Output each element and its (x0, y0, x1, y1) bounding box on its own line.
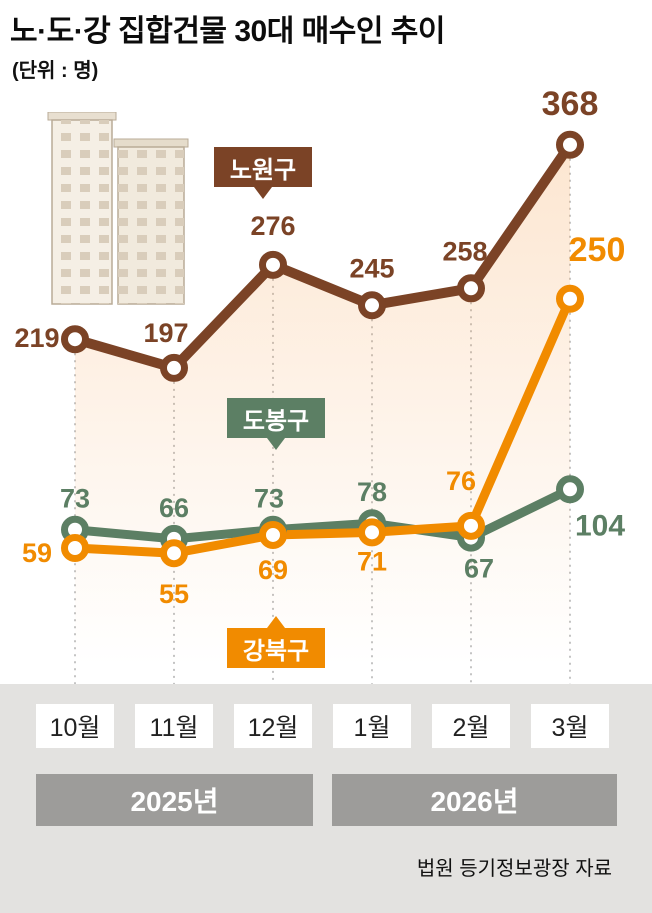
x-axis-label-5: 2월 (432, 704, 510, 748)
x-axis-panel: 10월 11월 12월 1월 2월 3월 2025년 2026년 법원 등기정보… (0, 684, 652, 913)
series-line-1 (70, 484, 575, 544)
series-callout-nowon: 노원구 (214, 147, 312, 199)
value-label: 245 (349, 253, 394, 283)
value-label: 250 (569, 231, 626, 269)
value-label: 276 (250, 211, 295, 241)
series-callout-label: 강북구 (242, 637, 310, 665)
unit-label: (단위 : 명) (12, 60, 99, 82)
data-point (259, 520, 287, 549)
series-line-2 (70, 294, 575, 558)
data-point (61, 534, 89, 563)
year-band-2025: 2025년 (36, 774, 313, 826)
data-point (358, 291, 386, 320)
value-label: 368 (542, 85, 599, 123)
series-callout-gangbuk: 강북구 (227, 616, 325, 668)
value-label: 197 (143, 318, 188, 348)
series-callout-label: 도봉구 (242, 407, 310, 435)
page-title: 노·도·강 집합건물 30대 매수인 추이 (10, 15, 446, 48)
value-label: 71 (357, 546, 387, 576)
callout-pointer-icon (267, 438, 285, 450)
x-axis-label-1: 10월 (36, 704, 114, 748)
x-axis-label-2: 11월 (135, 704, 213, 748)
data-point (160, 353, 188, 382)
data-point (457, 511, 485, 540)
data-point (556, 475, 584, 504)
value-label: 66 (159, 493, 189, 523)
value-label: 73 (254, 484, 284, 514)
series-callout-label: 노원구 (229, 156, 297, 184)
value-label: 55 (159, 579, 189, 609)
data-point (556, 284, 584, 313)
value-label: 104 (575, 509, 625, 542)
value-label: 67 (464, 554, 494, 584)
value-label: 69 (258, 555, 288, 585)
series-callout-dobong: 도봉구 (227, 398, 325, 450)
callout-pointer-icon (267, 616, 285, 628)
data-point (358, 518, 386, 547)
value-label: 78 (357, 477, 387, 507)
data-point (61, 325, 89, 354)
callout-pointer-icon (254, 187, 272, 199)
value-label: 258 (442, 236, 487, 266)
data-point (160, 539, 188, 568)
x-axis-label-6: 3월 (531, 704, 609, 748)
data-point (556, 130, 584, 159)
x-axis-label-3: 12월 (234, 704, 312, 748)
value-label: 219 (14, 323, 59, 353)
series-line-0 (70, 139, 575, 373)
building-illustration (47, 112, 189, 305)
value-label: 59 (22, 538, 52, 568)
year-band-2026: 2026년 (332, 774, 617, 826)
x-axis-label-4: 1월 (333, 704, 411, 748)
data-point (259, 250, 287, 279)
source-credit: 법원 등기정보광장 자료 (416, 858, 612, 880)
value-label: 76 (446, 466, 476, 496)
value-label: 73 (60, 484, 90, 514)
data-point (457, 274, 485, 303)
